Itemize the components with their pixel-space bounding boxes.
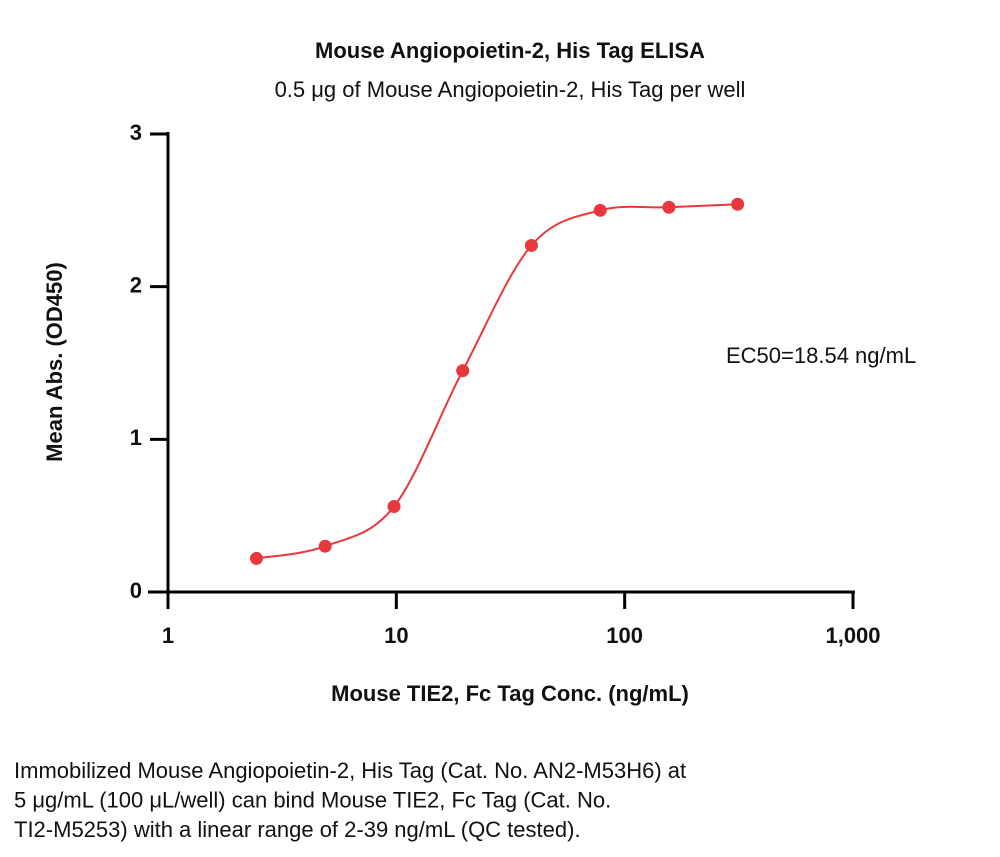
x-tick-label: 1,000 (825, 623, 880, 648)
curve (256, 203, 738, 560)
annotation: EC50=18.54 ng/mL (726, 343, 916, 368)
data-point (662, 200, 676, 214)
y-axis-label: Mean Abs. (OD450) (42, 262, 67, 462)
data-point (524, 238, 538, 252)
data-point (249, 551, 263, 565)
chart-subtitle: 0.5 μg of Mouse Angiopoietin-2, His Tag … (275, 77, 746, 102)
caption-line: TI2-M5253) with a linear range of 2-39 n… (14, 817, 581, 842)
data-point (387, 500, 401, 514)
y-tick-label: 3 (130, 120, 142, 145)
x-tick-label: 100 (606, 623, 643, 648)
data-point (731, 197, 745, 211)
y-tick-label: 2 (130, 272, 142, 297)
y-tick-label: 0 (130, 578, 142, 603)
data-point (318, 539, 332, 553)
x-tick-label: 1 (162, 623, 174, 648)
caption-line: Immobilized Mouse Angiopoietin-2, His Ta… (14, 758, 686, 783)
x-axis-label: Mouse TIE2, Fc Tag Conc. (ng/mL) (331, 681, 689, 706)
chart-title: Mouse Angiopoietin-2, His Tag ELISA (315, 38, 705, 63)
data-point (593, 203, 607, 217)
y-tick-label: 1 (130, 425, 142, 450)
x-tick-label: 10 (384, 623, 408, 648)
data-point (456, 364, 470, 378)
caption-line: 5 μg/mL (100 μL/well) can bind Mouse TIE… (14, 787, 611, 812)
